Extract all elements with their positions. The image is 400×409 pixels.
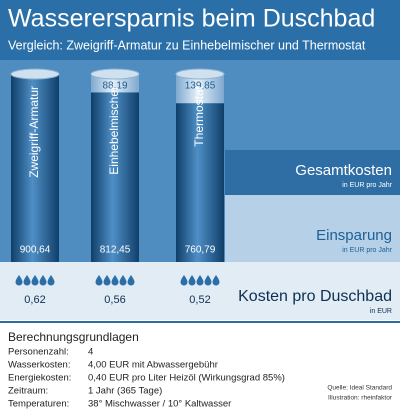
drop-icon [119,275,127,286]
x-tick-label: Einhebelmischer [107,86,121,175]
legend-saving: Einsparung [316,227,392,244]
x-tick-label: Zweigriff-Armatur [27,86,41,178]
shower-label: 0,62 [24,294,45,306]
cylinder-top [90,68,140,80]
drop-icon [127,275,135,286]
source: Quelle: Ideal Standard [327,385,392,392]
basis-value: 0,40 EUR pro Liter Heizöl (Wirkungsgrad … [88,373,285,384]
saving-band [225,195,400,262]
header-bg [0,0,400,60]
basis-value: 38° Mischwasser / 10° Kaltwasser [88,399,231,409]
basis-key: Energiekosten: [8,373,71,384]
drop-icon [23,275,31,286]
total-band [225,150,400,195]
basis-value: 1 Jahr (365 Tage) [88,386,162,397]
bar [11,74,59,262]
drop-icon [103,275,111,286]
basis-key: Wasserkosten: [8,360,70,371]
drop-icon [39,275,47,286]
illustration: Illustration: rheinfaktor [328,395,393,402]
basis-value: 4,00 EUR mit Abwassergebühr [88,360,218,371]
drop-icon [188,275,196,286]
drop-icon [95,275,103,286]
drop-icon [180,275,188,286]
value-label: 88,19 [102,81,127,92]
basis-key: Temperaturen: [8,399,69,409]
x-tick-label: Thermostat [192,85,206,146]
bar [176,103,224,262]
drop-icon [15,275,23,286]
bar [91,92,139,263]
basis-key: Personenzahl: [8,347,69,358]
legend-total: Gesamtkosten [295,162,392,179]
drop-icon [111,275,119,286]
drop-icon [196,275,204,286]
shower-label: 0,56 [104,294,125,306]
value-label: 812,45 [100,245,131,256]
value-label: 760,79 [185,245,216,256]
cylinder-top [10,68,60,80]
legend-saving-unit: in EUR pro Jahr [342,247,392,254]
value-label: 900,64 [20,245,51,256]
title: Wasserersparnis beim Duschbad [8,5,375,33]
legend-shower-unit: in EUR [370,308,392,315]
drop-icon [212,275,220,286]
drop-icon [31,275,39,286]
legend-shower: Kosten pro Duschbad [238,288,392,305]
basis-title: Berechnungsgrundlagen [8,330,139,344]
subtitle: Vergleich: Zweigriff-Armatur zu Einhebel… [8,38,366,52]
shower-band [0,262,400,320]
drop-icon [47,275,55,286]
legend-total-unit: in EUR pro Jahr [342,182,392,189]
basis-value: 4 [88,347,93,358]
cylinder-top [175,68,225,80]
value-label: 139,85 [185,81,216,92]
basis-key: Zeitraum: [8,386,48,397]
drop-icon [204,275,212,286]
shower-label: 0,52 [189,294,210,306]
